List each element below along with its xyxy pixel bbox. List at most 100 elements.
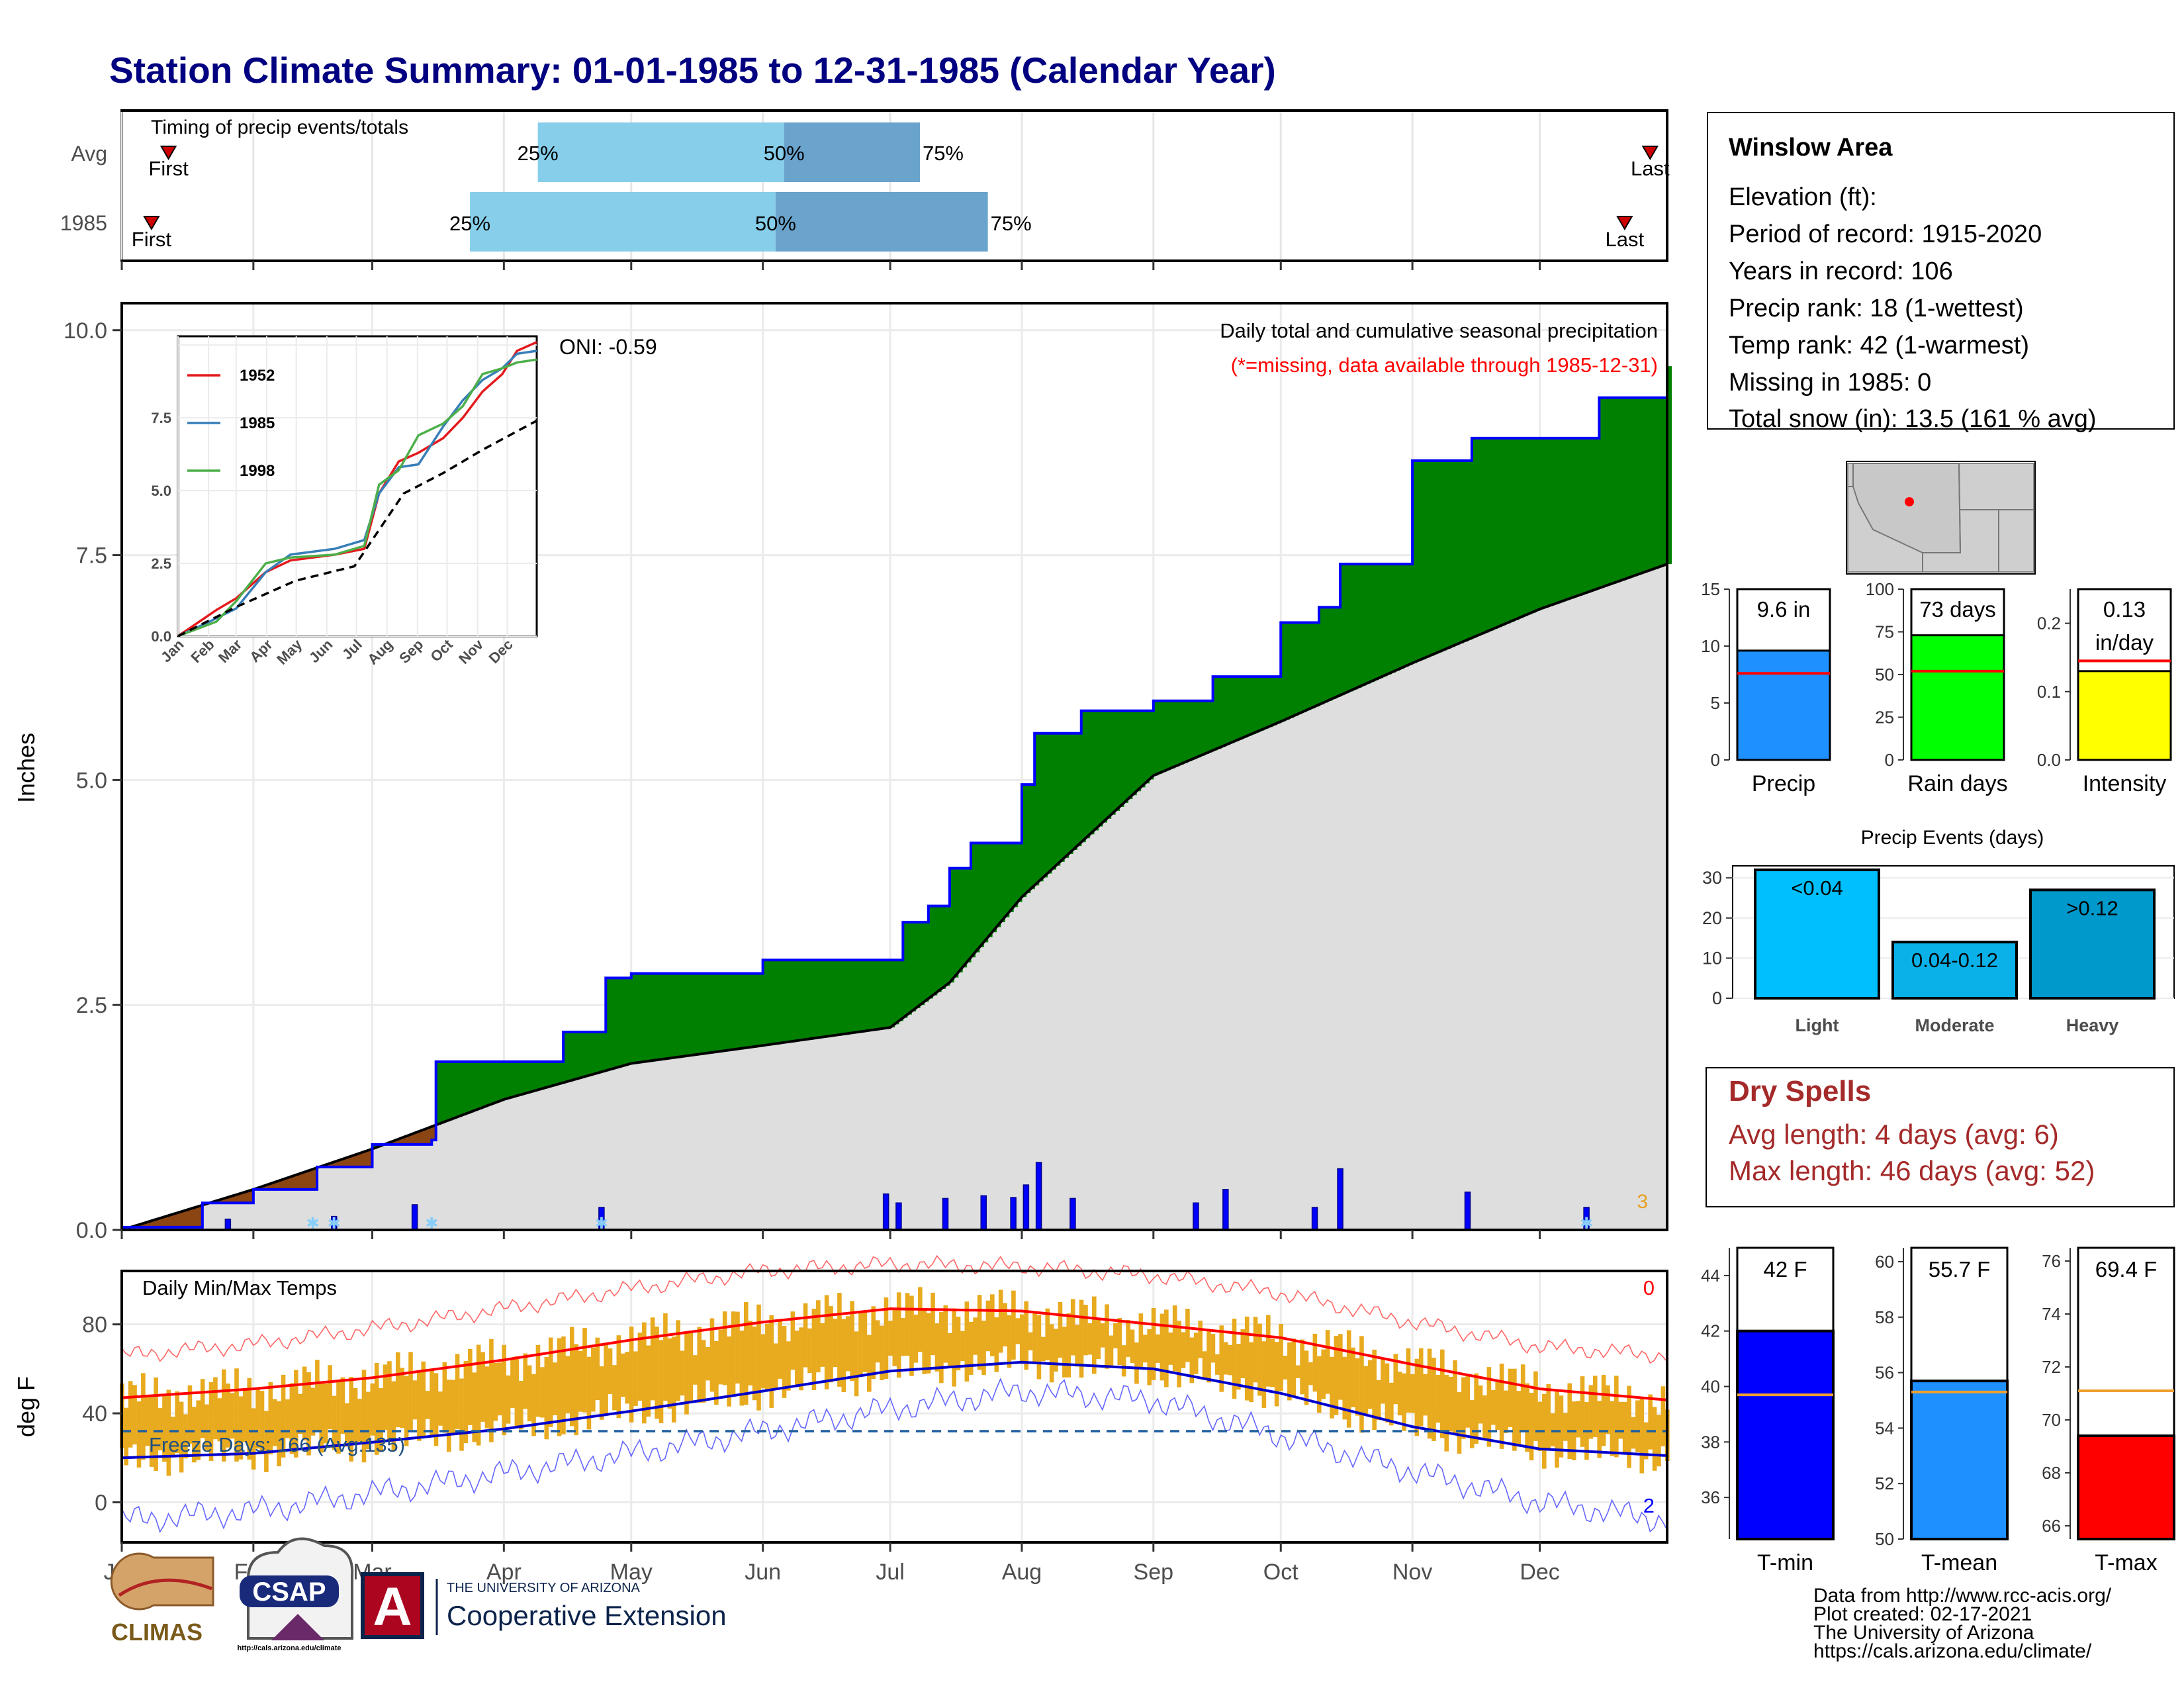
- daily-temp-range-bar: [680, 1350, 685, 1396]
- ua-letter: A: [373, 1577, 412, 1637]
- ua-logo: A THE UNIVERSITY OF ARIZONA Cooperative …: [361, 1572, 727, 1639]
- avg-quartile-50-75-bar: [784, 122, 920, 182]
- daily-temp-range-bar: [1338, 1334, 1343, 1400]
- daily-temp-range-bar: [230, 1393, 235, 1439]
- daily-temp-range-bar: [1376, 1380, 1381, 1421]
- temp-summary-tick-label: 50: [1875, 1529, 1894, 1549]
- freeze-days-label: Freeze Days: 166 (Avg:135): [149, 1433, 405, 1456]
- daily-temp-range-bar: [451, 1380, 455, 1436]
- daily-temp-range-bar: [205, 1404, 209, 1450]
- daily-temp-range-bar: [1516, 1391, 1522, 1447]
- daily-temp-range-bar: [934, 1323, 940, 1372]
- daily-temp-range-bar: [1512, 1368, 1517, 1451]
- daily-temp-range-bar: [985, 1300, 991, 1352]
- daily-temp-range-bar: [1635, 1400, 1640, 1452]
- inset-y-tick-label: 0.0: [151, 628, 171, 645]
- events-bar-heavy: [2029, 888, 2156, 1000]
- climas-logo: CLIMAS: [110, 1552, 214, 1646]
- daily-temp-range-bar: [395, 1352, 400, 1428]
- summary-value-label: 9.6 in: [1757, 597, 1811, 622]
- daily-temp-range-bar: [591, 1347, 596, 1412]
- daily-temp-range-bar: [1346, 1330, 1351, 1428]
- events-bar-value-label: 0.04-0.12: [1911, 949, 1998, 972]
- year-quartile-25-50-bar: [470, 192, 776, 252]
- daily-temp-range-bar: [799, 1327, 803, 1391]
- daily-temp-range-bar: [943, 1305, 948, 1363]
- daily-temp-range-bar: [1321, 1349, 1326, 1399]
- daily-temp-range-bar: [1198, 1321, 1203, 1358]
- temp-summary-label: T-min: [1757, 1550, 1813, 1575]
- summary-tick-label: 15: [1701, 579, 1720, 599]
- summary-tick-label: 10: [1701, 636, 1720, 656]
- daily-temp-range-bar: [1325, 1330, 1330, 1394]
- daily-temp-range-bar: [1300, 1339, 1304, 1395]
- daily-temp-range-bar: [527, 1365, 532, 1422]
- daily-temp-range-bar: [315, 1360, 320, 1432]
- daily-temp-range-bar: [947, 1333, 952, 1368]
- avg-last-label: Last: [1631, 157, 1670, 180]
- daily-temp-range-bar: [735, 1311, 740, 1384]
- average-cumulative-area: [122, 564, 1667, 1230]
- temp-summary-tick-label: 52: [1875, 1474, 1894, 1493]
- daily-temp-range-bar: [1342, 1356, 1347, 1420]
- climas-emblem-arc: [118, 1578, 212, 1597]
- normal-max-line: [121, 1307, 1668, 1401]
- dry-spells-max: Max length: 46 days (avg: 52): [1729, 1155, 2095, 1186]
- temp-y-tick-label: 80: [82, 1313, 107, 1338]
- summary-value-label: 73 days: [1919, 597, 1996, 622]
- daily-temp-range-bar: [391, 1381, 396, 1451]
- daily-temp-range-bar: [417, 1372, 422, 1441]
- daily-temp-range-bar: [344, 1403, 349, 1447]
- daily-temp-range-bar: [294, 1370, 298, 1458]
- daily-temp-range-bar: [264, 1411, 269, 1472]
- daily-temp-range-bar: [379, 1387, 383, 1452]
- daily-temp-range-bar: [595, 1337, 600, 1400]
- info-missing: Missing in 1985: 0: [1729, 369, 1931, 397]
- daily-precip-bar: [1010, 1197, 1017, 1231]
- daily-temp-range-bar: [489, 1338, 494, 1442]
- daily-temp-range-bar: [1130, 1329, 1135, 1364]
- daily-temp-range-bar: [752, 1326, 757, 1401]
- temp-frame: [120, 1270, 1668, 1544]
- summary-tick-label: 75: [1875, 622, 1894, 642]
- snow-marker: ✱: [1580, 1215, 1593, 1233]
- daily-temp-range-bar: [259, 1391, 265, 1454]
- daily-temp-range-bar: [425, 1391, 430, 1419]
- daily-temp-range-bar: [790, 1311, 796, 1370]
- daily-temp-range-bar: [281, 1374, 286, 1458]
- daily-temp-range-bar: [1563, 1413, 1568, 1441]
- daily-temp-range-bar: [811, 1309, 817, 1390]
- daily-temp-range-bar: [332, 1395, 337, 1450]
- daily-temp-range-bar: [493, 1362, 498, 1421]
- daily-temp-range-bar: [1054, 1329, 1058, 1372]
- daily-temp-range-bar: [578, 1350, 583, 1412]
- inset-frame: [177, 335, 538, 637]
- daily-temp-range-bar: [981, 1321, 986, 1376]
- daily-temp-range-bar: [192, 1407, 197, 1463]
- daily-temp-range-bar: [238, 1396, 244, 1460]
- daily-temp-range-bar: [569, 1327, 574, 1427]
- daily-temp-range-bar: [1279, 1323, 1283, 1391]
- daily-temp-range-bar: [1193, 1333, 1199, 1374]
- daily-temp-range-bar: [688, 1331, 694, 1402]
- daily-temp-range-bar: [374, 1362, 379, 1455]
- daily-temp-range-bar: [531, 1374, 536, 1436]
- daily-temp-range-bar: [1015, 1318, 1021, 1344]
- daily-temp-range-bar: [310, 1387, 316, 1436]
- daily-temp-range-bar: [1070, 1299, 1075, 1356]
- daily-temp-range-bar: [1478, 1385, 1483, 1424]
- daily-temp-range-bar: [1079, 1299, 1084, 1378]
- daily-temp-range-bar: [769, 1315, 774, 1408]
- temp-y-tick-label: 40: [82, 1401, 107, 1427]
- month-tick-label: Aug: [1002, 1560, 1042, 1585]
- daily-temp-range-bar: [1559, 1395, 1564, 1458]
- daily-temp-range-bar: [1453, 1360, 1457, 1434]
- inset-line-1998: [177, 358, 537, 637]
- summary-tick-label: 0.0: [2037, 750, 2061, 770]
- temp-y-axis-label: deg F: [13, 1376, 40, 1437]
- daily-temp-range-bar: [1406, 1348, 1411, 1413]
- avg-quartile-25-50-bar: [537, 122, 784, 182]
- daily-temp-range-bar: [268, 1382, 273, 1455]
- daily-temp-range-bar: [1618, 1401, 1623, 1439]
- daily-temp-range-bar: [1049, 1324, 1054, 1383]
